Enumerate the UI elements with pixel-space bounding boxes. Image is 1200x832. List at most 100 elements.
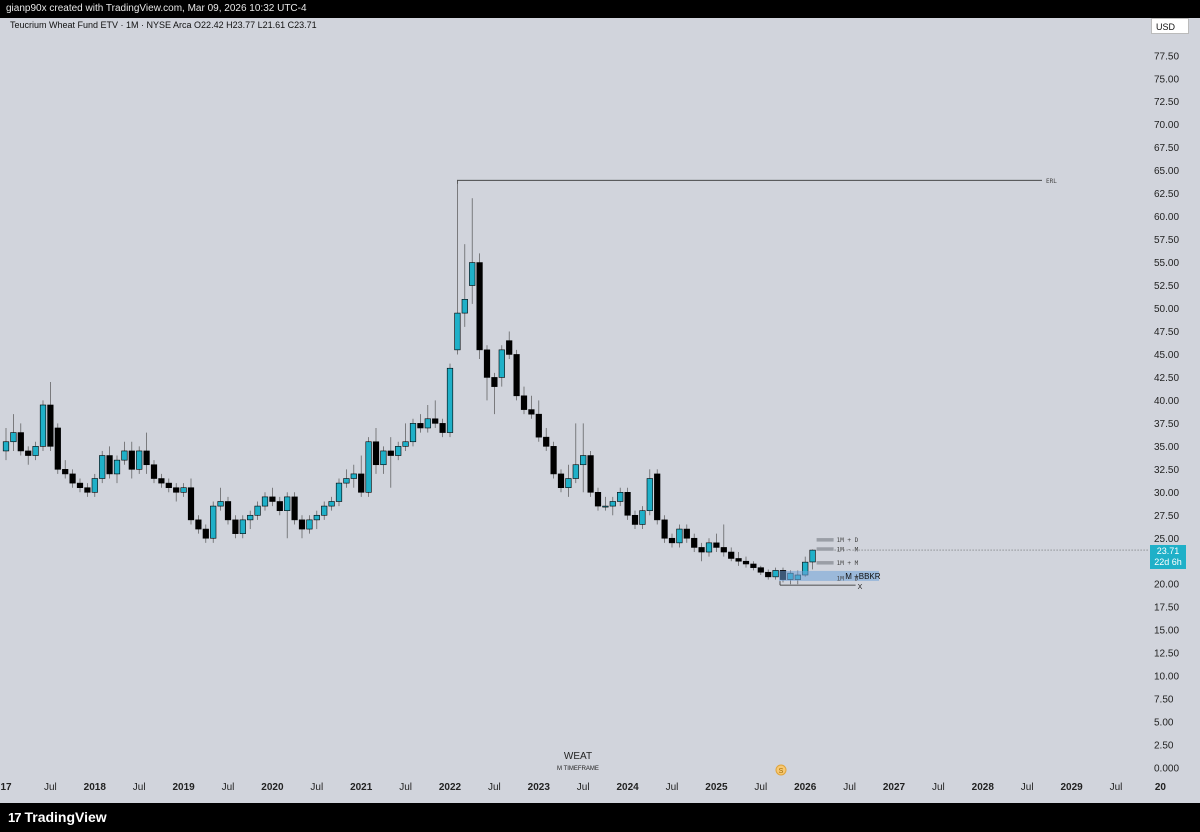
candle-body: [713, 542, 720, 548]
candle-body: [572, 464, 579, 479]
candle-body: [128, 450, 135, 470]
candle-body: [520, 395, 528, 410]
candle-body: [506, 340, 513, 355]
candlestick-chart[interactable]: 0.000 2.50 5.00 7.50 10.00 12.50 15.00 17.50 20.…: [0, 18, 1200, 803]
candle-body: [809, 549, 816, 563]
time-tick-label: 2027: [883, 782, 906, 793]
svg-text:S: S: [779, 768, 784, 775]
dividend-marker-icon[interactable]: S: [775, 764, 787, 776]
candle-body: [143, 450, 150, 466]
candle-body: [173, 487, 180, 493]
time-tick-label: 2021: [350, 782, 373, 793]
candle-body: [757, 567, 764, 573]
candle-body: [476, 262, 483, 351]
candle-body: [195, 519, 202, 530]
price-tick-label: 42.50: [1154, 373, 1179, 384]
candle-body: [269, 496, 276, 502]
price-tick-label: 67.50: [1154, 143, 1179, 154]
price-tick-label: 35.00: [1154, 442, 1179, 453]
candle-body: [372, 441, 380, 466]
tradingview-logo-text: TradingView: [24, 809, 107, 825]
candle-body: [54, 427, 61, 470]
candle-body: [439, 423, 446, 433]
candle-body: [683, 528, 690, 539]
price-tick-label: 20.00: [1154, 580, 1179, 591]
candle-body: [617, 491, 624, 502]
candle-body: [150, 464, 158, 479]
price-tick-label: 25.00: [1154, 534, 1179, 545]
candle-body: [624, 491, 631, 516]
top-bar: gianp90x created with TradingView.com, M…: [0, 0, 1200, 18]
candle-body: [99, 455, 106, 479]
time-tick-label: Jul: [222, 782, 235, 793]
candle-body: [528, 409, 535, 415]
time-tick-label: Jul: [754, 782, 767, 793]
candle-body: [387, 450, 394, 456]
candle-body: [602, 505, 609, 508]
candle-body: [32, 446, 39, 456]
price-tick-label: 0.000: [1154, 764, 1179, 775]
price-tick-label: 60.00: [1154, 212, 1179, 223]
candle-body: [543, 436, 550, 447]
time-tick-label: Jul: [843, 782, 856, 793]
currency-button[interactable]: USD: [1151, 18, 1189, 34]
time-tick-label: 2025: [705, 782, 728, 793]
time-tick-label: 17: [0, 782, 12, 793]
bar-countdown: 22d 6h: [1154, 557, 1182, 567]
candle-body: [594, 491, 602, 507]
chart-area[interactable]: 0.000 2.50 5.00 7.50 10.00 12.50 15.00 17.50 20.…: [0, 18, 1200, 803]
candle-body: [276, 501, 283, 511]
candle-body: [646, 478, 653, 511]
candle-body: [106, 455, 113, 475]
bbkr-label: M +BBKR: [845, 572, 881, 581]
time-tick-label: Jul: [310, 782, 323, 793]
candle-body: [750, 563, 757, 568]
time-tick-label: 20: [1155, 782, 1167, 793]
candle-body: [239, 519, 246, 534]
candle-body: [432, 418, 439, 424]
price-tick-label: 7.50: [1154, 695, 1174, 706]
candle-body: [350, 473, 357, 479]
level-marker: [816, 538, 834, 542]
candle-body: [180, 487, 187, 493]
price-tick-label: 17.50: [1154, 603, 1179, 614]
footer: 17 TradingView: [0, 803, 1200, 832]
candle-body: [550, 446, 557, 475]
last-price: 23.71: [1156, 546, 1180, 556]
price-tick-label: 12.50: [1154, 649, 1179, 660]
candle-body: [661, 519, 668, 539]
candle-body: [380, 450, 387, 466]
symbol-info[interactable]: Teucrium Wheat Fund ETV · 1M · NYSE Arca…: [10, 20, 317, 30]
price-tick-label: 55.00: [1154, 258, 1179, 269]
level-label: 1M - M: [837, 546, 859, 553]
time-tick-label: Jul: [932, 782, 945, 793]
candle-body: [210, 505, 217, 539]
price-tick-label: 70.00: [1154, 120, 1179, 131]
price-tick-label: 15.00: [1154, 626, 1179, 637]
candle-body: [513, 354, 520, 397]
time-tick-label: Jul: [488, 782, 501, 793]
candle-body: [631, 514, 639, 525]
watermark-symbol: WEAT: [564, 751, 592, 762]
candle-body: [121, 450, 128, 461]
candle-body: [772, 570, 779, 578]
candle-body: [358, 473, 365, 493]
price-tick-label: 10.00: [1154, 672, 1179, 683]
candle-body: [535, 413, 542, 438]
candle-body: [454, 312, 461, 351]
time-tick-label: 2020: [261, 782, 284, 793]
candle-body: [247, 514, 254, 521]
candle-body: [365, 441, 372, 493]
tradingview-logo[interactable]: 17 TradingView: [8, 809, 107, 825]
time-tick-label: 2029: [1060, 782, 1083, 793]
candle-body: [446, 367, 454, 433]
time-tick-label: Jul: [1021, 782, 1034, 793]
price-tick-label: 5.00: [1154, 718, 1174, 729]
candle-body: [2, 441, 10, 452]
candle-body: [483, 349, 491, 378]
candle-body: [395, 446, 402, 456]
candle-body: [498, 349, 505, 378]
price-tick-label: 65.00: [1154, 166, 1179, 177]
candle-body: [261, 496, 269, 507]
candle-body: [409, 423, 417, 443]
